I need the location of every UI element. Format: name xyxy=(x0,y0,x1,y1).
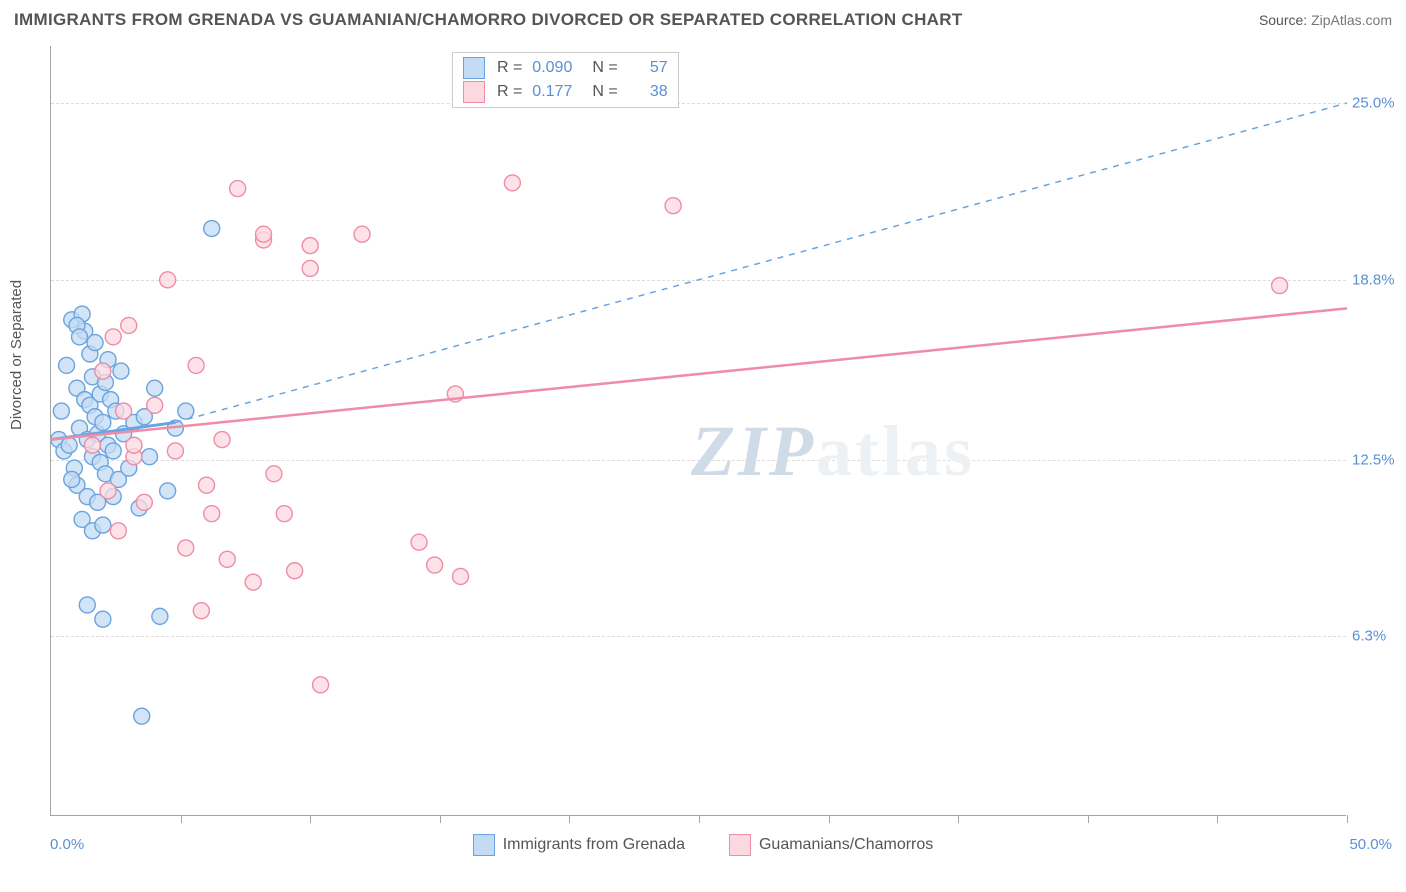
stat-n-label: N = xyxy=(592,80,617,104)
x-tick xyxy=(181,815,182,823)
legend-swatch xyxy=(473,834,495,856)
y-tick-label: 12.5% xyxy=(1352,451,1402,468)
series-legend-label: Guamanians/Chamorros xyxy=(759,836,933,854)
stats-legend-row: R =0.090 N =57 xyxy=(463,56,668,80)
stats-legend: R =0.090 N =57 R =0.177 N =38 xyxy=(452,52,679,108)
y-axis-label: Divorced or Separated xyxy=(8,280,25,430)
x-tick xyxy=(829,815,830,823)
stat-r-value: 0.177 xyxy=(526,80,572,104)
stat-r-label: R = xyxy=(497,80,522,104)
stat-r-value: 0.090 xyxy=(526,56,572,80)
x-tick xyxy=(310,815,311,823)
stat-n-label: N = xyxy=(592,56,617,80)
x-tick xyxy=(440,815,441,823)
stat-n-value: 38 xyxy=(622,80,668,104)
series-legend-label: Immigrants from Grenada xyxy=(503,836,685,854)
y-tick-label: 6.3% xyxy=(1352,628,1402,645)
chart-header: IMMIGRANTS FROM GRENADA VS GUAMANIAN/CHA… xyxy=(14,10,1392,30)
chart-title: IMMIGRANTS FROM GRENADA VS GUAMANIAN/CHA… xyxy=(14,10,963,30)
legend-swatch xyxy=(463,57,485,79)
legend-swatch xyxy=(729,834,751,856)
x-tick xyxy=(1217,815,1218,823)
y-tick-label: 18.8% xyxy=(1352,271,1402,288)
y-tick-label: 25.0% xyxy=(1352,95,1402,112)
x-tick xyxy=(958,815,959,823)
trend-lines-layer xyxy=(51,46,1347,816)
source-label: Source: xyxy=(1259,12,1307,28)
x-tick xyxy=(699,815,700,823)
series-legend-item: Guamanians/Chamorros xyxy=(729,834,933,856)
trend-line-extension xyxy=(175,103,1347,422)
stat-n-value: 57 xyxy=(622,56,668,80)
stat-r-label: R = xyxy=(497,56,522,80)
series-legend-item: Immigrants from Grenada xyxy=(473,834,685,856)
source-attribution: Source: ZipAtlas.com xyxy=(1259,12,1392,28)
plot-area: ZIPatlas 6.3%12.5%18.8%25.0% xyxy=(50,46,1346,816)
stats-legend-row: R =0.177 N =38 xyxy=(463,80,668,104)
x-tick xyxy=(569,815,570,823)
trend-line xyxy=(51,308,1347,439)
series-legend: Immigrants from Grenada Guamanians/Chamor… xyxy=(0,834,1406,861)
x-tick xyxy=(1347,815,1348,823)
x-tick xyxy=(1088,815,1089,823)
legend-swatch xyxy=(463,81,485,103)
source-value: ZipAtlas.com xyxy=(1311,12,1392,28)
